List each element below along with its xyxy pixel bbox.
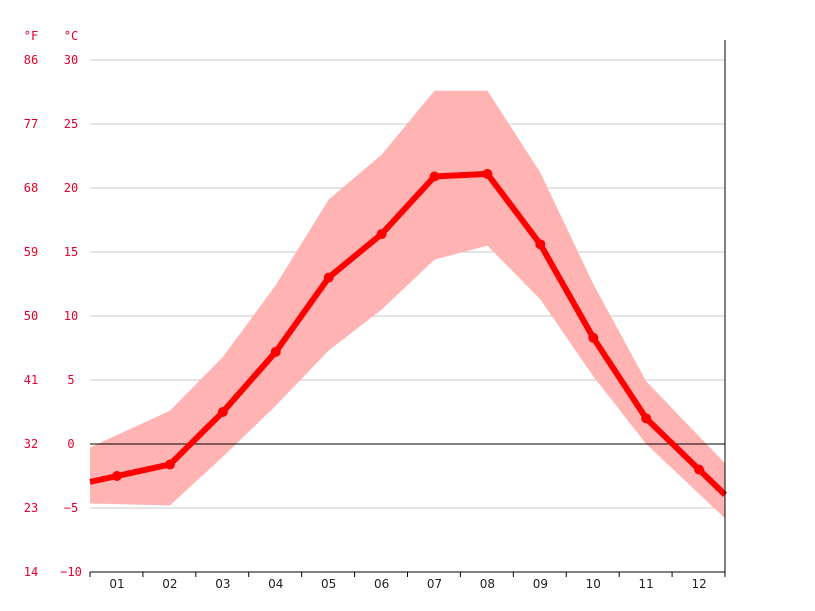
data-point-01 xyxy=(112,471,122,481)
y-tick-label-celsius: −10 xyxy=(60,565,82,579)
y-tick-label-celsius: 20 xyxy=(64,181,78,195)
x-tick-label: 06 xyxy=(374,577,389,591)
unit-label-celsius: °C xyxy=(64,29,78,43)
data-point-02 xyxy=(164,459,175,470)
x-tick-label: 03 xyxy=(215,577,230,591)
range-band xyxy=(90,90,725,519)
y-tick-label-fahrenheit: 41 xyxy=(24,373,38,387)
temperature-line xyxy=(89,170,728,497)
y-tick-label-fahrenheit: 59 xyxy=(24,245,38,259)
y-tick-label-celsius: 10 xyxy=(64,309,78,323)
data-point-10 xyxy=(588,332,599,343)
temperature-range-band xyxy=(90,90,725,519)
y-tick-label-celsius: 15 xyxy=(64,245,78,259)
x-tick-label: 05 xyxy=(321,577,336,591)
y-tick-label-fahrenheit: 23 xyxy=(24,501,38,515)
series-line xyxy=(89,170,728,497)
x-tick-label: 08 xyxy=(480,577,495,591)
y-tick-labels: °F °C 30 86 25 77 20 68 15 59 10 50 5 41 0 32 −5 23 −10 1… xyxy=(24,29,82,579)
x-tick-label: 02 xyxy=(162,577,177,591)
data-point-07 xyxy=(429,171,440,182)
y-tick-label-fahrenheit: 14 xyxy=(24,565,38,579)
y-tick-label-celsius: 25 xyxy=(64,117,78,131)
data-point-09 xyxy=(535,239,546,250)
x-tick-label: 12 xyxy=(691,577,706,591)
y-tick-label-fahrenheit: 86 xyxy=(24,53,38,67)
x-tick-label: 11 xyxy=(639,577,654,591)
y-tick-label-fahrenheit: 68 xyxy=(24,181,38,195)
x-tick-label: 10 xyxy=(586,577,601,591)
data-point-04 xyxy=(270,346,281,357)
data-point-03 xyxy=(217,407,228,417)
data-point-06 xyxy=(376,229,387,240)
temperature-points xyxy=(112,168,705,481)
y-tick-label-celsius: 5 xyxy=(67,373,74,387)
y-tick-label-fahrenheit: 50 xyxy=(24,309,38,323)
data-point-05 xyxy=(323,272,334,283)
data-point-12 xyxy=(694,464,705,475)
x-tick-label: 01 xyxy=(109,577,124,591)
y-tick-label-fahrenheit: 32 xyxy=(24,437,38,451)
x-tick-labels: 01 02 03 04 05 06 07 08 09 10 11 12 xyxy=(109,577,706,591)
y-tick-label-celsius: 30 xyxy=(64,53,78,67)
x-tick-label: 09 xyxy=(533,577,548,591)
y-tick-label-fahrenheit: 77 xyxy=(24,117,38,131)
unit-label-fahrenheit: °F xyxy=(24,29,38,43)
y-tick-label-celsius: 0 xyxy=(67,437,74,451)
x-tick-label: 07 xyxy=(427,577,442,591)
y-tick-label-celsius: −5 xyxy=(64,501,78,515)
data-point-08 xyxy=(482,168,493,179)
data-point-11 xyxy=(641,413,652,424)
axes xyxy=(89,40,726,577)
x-tick-label: 04 xyxy=(268,577,283,591)
